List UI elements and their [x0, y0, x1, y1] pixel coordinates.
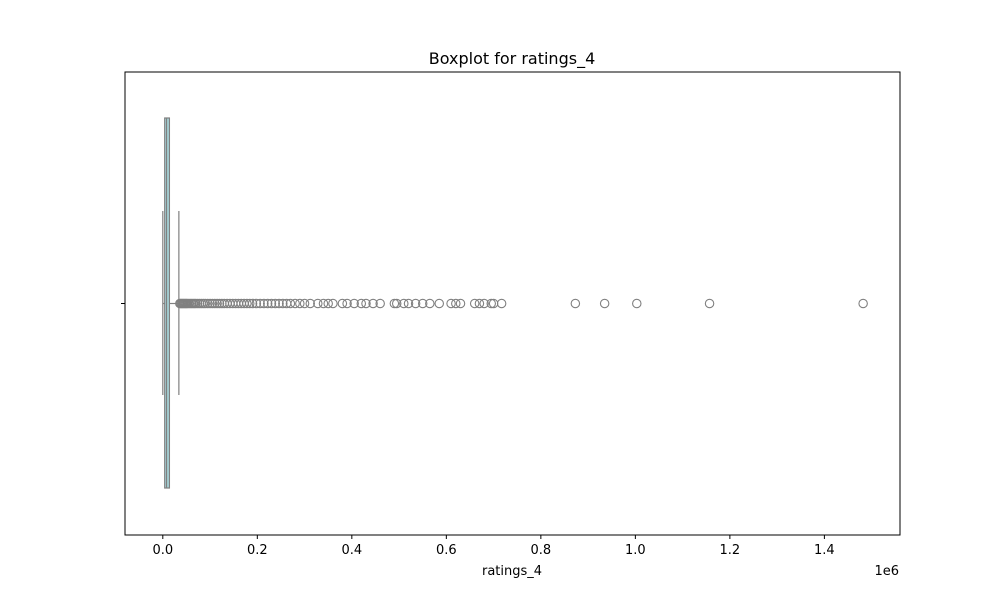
x-axis-label: ratings_4: [482, 564, 542, 579]
outlier-point: [486, 298, 496, 309]
outlier-point: [451, 298, 461, 309]
outlier-point: [299, 298, 310, 309]
outlier-point: [210, 298, 220, 309]
x-tick-label: 0.8: [531, 543, 552, 558]
outlier-point: [455, 298, 466, 309]
x-tick-label: 0.6: [436, 543, 457, 558]
outlier-point: [202, 298, 213, 309]
outlier-point: [247, 298, 258, 309]
x-tick-label: 0.0: [152, 543, 173, 558]
outlier-point: [410, 298, 421, 309]
x-tick-label: 0.2: [247, 543, 268, 558]
chart-title: Boxplot for ratings_4: [429, 49, 596, 69]
outlier-point: [368, 298, 378, 309]
x-axis-offset-text: 1e6: [874, 564, 899, 579]
outlier-point: [328, 298, 338, 309]
outlier-point: [205, 298, 215, 309]
outlier-point: [479, 298, 489, 309]
outlier-point: [337, 298, 348, 309]
outlier-point: [318, 298, 329, 309]
outlier-point: [285, 298, 296, 309]
outlier-point: [399, 298, 409, 309]
outlier-point: [632, 298, 642, 309]
outlier-point: [375, 298, 385, 309]
outlier-point: [403, 298, 414, 309]
outlier-point: [469, 298, 480, 309]
outlier-point: [200, 298, 211, 309]
outlier-point: [361, 298, 371, 309]
outlier-point: [570, 298, 581, 309]
outlier-point: [474, 298, 485, 309]
outlier-point: [391, 298, 402, 309]
outlier-point: [207, 298, 218, 309]
outlier-point: [349, 298, 359, 309]
outlier-point: [270, 298, 281, 309]
outlier-point: [251, 298, 262, 309]
outlier-point: [389, 298, 400, 309]
outlier-point: [278, 298, 288, 309]
outlier-point: [245, 298, 255, 309]
outlier-point: [417, 298, 428, 309]
outlier-point: [255, 298, 265, 309]
plot-area: 0.0 0.2 0.4 0.6 0.8 1.0 1.2 1.4: [121, 71, 901, 558]
x-tick-label: 0.4: [341, 543, 362, 558]
outlier-point: [356, 298, 367, 309]
outlier-point: [214, 298, 225, 309]
outlier-point: [434, 298, 445, 309]
outlier-point: [599, 298, 610, 309]
x-tick-label: 1.2: [720, 543, 741, 558]
x-tick-label: 1.4: [814, 543, 835, 558]
outlier-point: [295, 298, 305, 309]
outlier-point: [496, 298, 507, 309]
outlier-point: [342, 298, 352, 309]
outlier-point: [704, 298, 715, 309]
outlier-point: [274, 298, 284, 309]
plot-frame: [124, 71, 901, 536]
outlier-point: [323, 298, 333, 309]
outlier-point: [858, 298, 868, 309]
outlier-point: [266, 298, 277, 309]
outlier-point: [262, 298, 273, 309]
outlier-point: [446, 298, 456, 309]
outlier-point: [425, 298, 435, 309]
x-tick-label: 1.0: [625, 543, 646, 558]
outlier-point: [305, 298, 315, 309]
outlier-point: [259, 298, 269, 309]
outlier-point: [242, 298, 252, 309]
outlier-point: [290, 298, 300, 309]
outlier-point: [212, 298, 222, 309]
outlier-point: [313, 298, 323, 309]
